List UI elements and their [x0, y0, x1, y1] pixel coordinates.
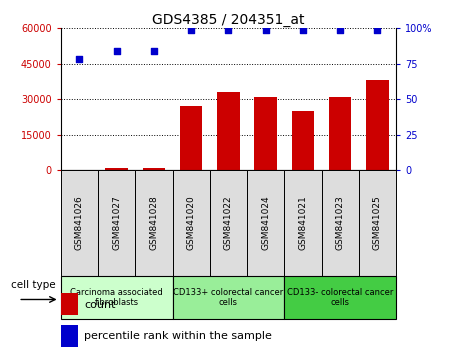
Bar: [329, 97, 351, 170]
Text: GSM841027: GSM841027: [112, 196, 121, 250]
Point: [76, 57, 83, 62]
FancyBboxPatch shape: [61, 276, 172, 319]
Bar: [254, 97, 277, 170]
Text: percentile rank within the sample: percentile rank within the sample: [84, 331, 272, 342]
Bar: [366, 80, 388, 170]
Bar: [292, 111, 314, 170]
Text: CD133+ colorectal cancer
cells: CD133+ colorectal cancer cells: [173, 288, 284, 307]
Text: GSM841026: GSM841026: [75, 196, 84, 250]
Text: Carcinoma associated
fibroblasts: Carcinoma associated fibroblasts: [70, 288, 163, 307]
Text: GSM841021: GSM841021: [298, 196, 307, 250]
Point: [262, 27, 269, 33]
Text: GSM841028: GSM841028: [149, 196, 158, 250]
Text: GSM841022: GSM841022: [224, 196, 233, 250]
Point: [150, 48, 158, 54]
Point: [374, 27, 381, 33]
Point: [188, 27, 195, 33]
Text: count: count: [84, 299, 116, 310]
FancyBboxPatch shape: [247, 170, 284, 276]
FancyBboxPatch shape: [284, 170, 321, 276]
Point: [299, 27, 306, 33]
Bar: [61, 325, 77, 347]
Text: CD133- colorectal cancer
cells: CD133- colorectal cancer cells: [287, 288, 393, 307]
FancyBboxPatch shape: [172, 170, 210, 276]
Bar: [217, 92, 239, 170]
Text: GSM841025: GSM841025: [373, 196, 382, 250]
FancyBboxPatch shape: [210, 170, 247, 276]
Text: GSM841024: GSM841024: [261, 196, 270, 250]
Title: GDS4385 / 204351_at: GDS4385 / 204351_at: [152, 13, 305, 27]
Point: [225, 27, 232, 33]
FancyBboxPatch shape: [172, 276, 284, 319]
Bar: [61, 293, 77, 315]
Bar: [105, 168, 128, 170]
Text: GSM841023: GSM841023: [336, 196, 345, 250]
FancyBboxPatch shape: [359, 170, 396, 276]
Bar: [143, 168, 165, 170]
Bar: [180, 106, 202, 170]
FancyBboxPatch shape: [98, 170, 135, 276]
Point: [337, 27, 344, 33]
FancyBboxPatch shape: [135, 170, 172, 276]
Text: GSM841020: GSM841020: [187, 196, 196, 250]
FancyBboxPatch shape: [61, 170, 98, 276]
FancyBboxPatch shape: [321, 170, 359, 276]
Text: cell type: cell type: [11, 280, 56, 291]
Point: [113, 48, 120, 54]
FancyBboxPatch shape: [284, 276, 396, 319]
